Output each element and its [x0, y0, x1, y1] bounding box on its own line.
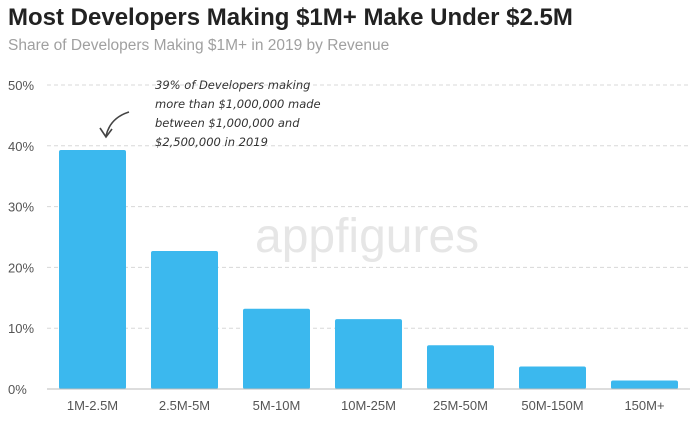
arrowhead-icon: [99, 127, 113, 139]
x-tick-label: 150M+: [624, 398, 664, 413]
watermark: appfigures: [255, 210, 479, 263]
bar-1M-2.5M: [59, 150, 126, 389]
y-tick-label: 20%: [8, 260, 34, 275]
x-tick-label: 50M-150M: [521, 398, 583, 413]
bar-5M-10M: [243, 308, 310, 389]
y-tick-label: 40%: [8, 139, 34, 154]
x-tick-label: 25M-50M: [433, 398, 488, 413]
x-tick-label: 10M-25M: [341, 398, 396, 413]
y-tick-label: 10%: [8, 321, 34, 336]
y-tick-label: 30%: [8, 200, 34, 215]
arrow-icon: [105, 111, 130, 137]
bar-2.5M-5M: [151, 250, 218, 389]
bar-150M+: [611, 380, 678, 389]
x-tick-label: 2.5M-5M: [159, 398, 210, 413]
annotation-line: more than $1,000,000 made: [155, 97, 321, 111]
x-tick-label: 5M-10M: [253, 398, 301, 413]
bar-10M-25M: [335, 319, 402, 389]
y-tick-label: 0%: [8, 382, 27, 397]
bar-50M-150M: [519, 366, 586, 389]
annotation-line: between $1,000,000 and: [155, 116, 300, 130]
annotation-line: $2,500,000 in 2019: [155, 135, 268, 149]
bar-25M-50M: [427, 345, 494, 389]
chart-subtitle: Share of Developers Making $1M+ in 2019 …: [8, 37, 390, 54]
chart-title: Most Developers Making $1M+ Make Under $…: [8, 4, 573, 31]
annotation-line: 39% of Developers making: [155, 78, 310, 92]
y-tick-label: 50%: [8, 78, 34, 93]
x-tick-label: 1M-2.5M: [67, 398, 118, 413]
